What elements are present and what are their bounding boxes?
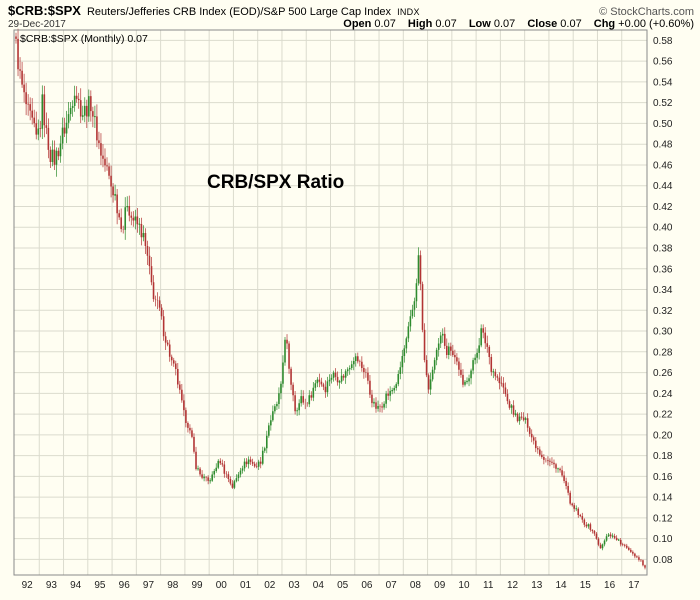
y-axis-label: 0.40	[653, 223, 673, 234]
y-axis-label: 0.42	[653, 202, 673, 213]
y-axis-label: 0.16	[653, 472, 673, 483]
x-axis-label: 05	[337, 580, 349, 591]
y-axis-label: 0.44	[653, 181, 673, 192]
exchange-label: INDX	[397, 7, 420, 17]
x-axis-label: 13	[531, 580, 543, 591]
x-axis-label: 12	[507, 580, 519, 591]
y-axis-label: 0.56	[653, 57, 673, 68]
x-axis-label: 96	[119, 580, 131, 591]
chart-title-annotation: CRB/SPX Ratio	[207, 172, 344, 193]
y-axis-label: 0.26	[653, 368, 673, 379]
quote-row: 29-Dec-2017 Open 0.07 High 0.07 Low 0.07 Cl…	[8, 18, 694, 30]
x-axis-label: 07	[386, 580, 398, 591]
x-axis-label: 16	[604, 580, 616, 591]
y-axis-label: 0.10	[653, 534, 673, 545]
y-axis-label: 0.22	[653, 410, 673, 421]
candle-wicks-up	[37, 85, 620, 551]
x-axis-label: 92	[22, 580, 34, 591]
candle-bodies-down	[15, 36, 646, 568]
y-axis-label: 0.58	[653, 36, 673, 47]
y-axis-label: 0.46	[653, 160, 673, 171]
low-value: 0.07	[493, 18, 516, 30]
close-label: Close	[527, 18, 558, 30]
y-axis-label: 0.32	[653, 306, 673, 317]
x-axis-label: 04	[313, 580, 325, 591]
x-axis-label: 99	[191, 580, 203, 591]
x-axis-label: 09	[434, 580, 446, 591]
close-value: 0.07	[560, 18, 582, 30]
x-axis-label: 93	[46, 580, 58, 591]
x-axis-label: 94	[70, 580, 82, 591]
y-axis-label: 0.14	[653, 493, 673, 504]
y-axis-label: 0.48	[653, 140, 673, 151]
y-axis-label: 0.34	[653, 285, 673, 296]
candle-bodies-up	[37, 94, 620, 549]
chg-value: +0.00 (+0.60%)	[618, 18, 694, 30]
x-axis-label: 06	[361, 580, 373, 591]
y-axis-label: 0.08	[653, 555, 673, 566]
ohlc-readout: Open 0.07 High 0.07 Low 0.07 Close 0.07 Chg +…	[334, 18, 694, 30]
symbol-title: $CRB:$SPX	[8, 3, 81, 18]
x-axis-label: 01	[240, 580, 252, 591]
x-axis-label: 97	[143, 580, 155, 591]
chg-label: Chg	[593, 18, 616, 30]
x-axis-label: 00	[216, 580, 228, 591]
stockcharts-copyright: © StockCharts.com	[599, 6, 694, 18]
y-axis-label: 0.12	[653, 513, 673, 524]
y-axis-label: 0.20	[653, 430, 673, 441]
y-axis-label: 0.30	[653, 327, 673, 338]
gridlines	[14, 30, 647, 575]
x-axis-label: 98	[167, 580, 179, 591]
x-axis-label: 10	[458, 580, 470, 591]
y-axis-label: 0.28	[653, 347, 673, 358]
x-axis-label: 15	[580, 580, 592, 591]
x-axis-label: 14	[555, 580, 567, 591]
y-axis-label: 0.24	[653, 389, 673, 400]
quote-date: 29-Dec-2017	[8, 19, 66, 30]
open-label: Open	[343, 18, 372, 30]
axis-labels: 0.58 0.56 0.54 0.52 0.50 0.48 0.46 0.44 0.42 0.40…	[22, 36, 673, 591]
x-axis-label: 95	[94, 580, 106, 591]
x-axis-label: 03	[289, 580, 301, 591]
y-axis-label: 0.18	[653, 451, 673, 462]
x-axis-label: 08	[410, 580, 422, 591]
y-axis-label: 0.52	[653, 98, 673, 109]
y-axis-label: 0.38	[653, 244, 673, 255]
chart-legend: $CRB:$SPX (Monthly) 0.07	[20, 33, 148, 45]
y-axis-label: 0.50	[653, 119, 673, 130]
y-axis-label: 0.36	[653, 264, 673, 275]
high-value: 0.07	[435, 18, 457, 30]
open-value: 0.07	[374, 18, 396, 30]
candlestick-series	[15, 28, 646, 570]
high-label: High	[407, 18, 433, 30]
symbol-description: Reuters/Jefferies CRB Index (EOD)/S&P 50…	[86, 6, 392, 18]
chart-header: $CRB:$SPX Reuters/Jefferies CRB Index (E…	[8, 3, 694, 18]
y-axis-label: 0.54	[653, 77, 673, 88]
plot-area-border	[13, 29, 648, 576]
low-label: Low	[468, 18, 491, 30]
x-axis-label: 17	[628, 580, 640, 591]
x-axis-label: 11	[483, 580, 494, 591]
x-axis-label: 02	[264, 580, 276, 591]
